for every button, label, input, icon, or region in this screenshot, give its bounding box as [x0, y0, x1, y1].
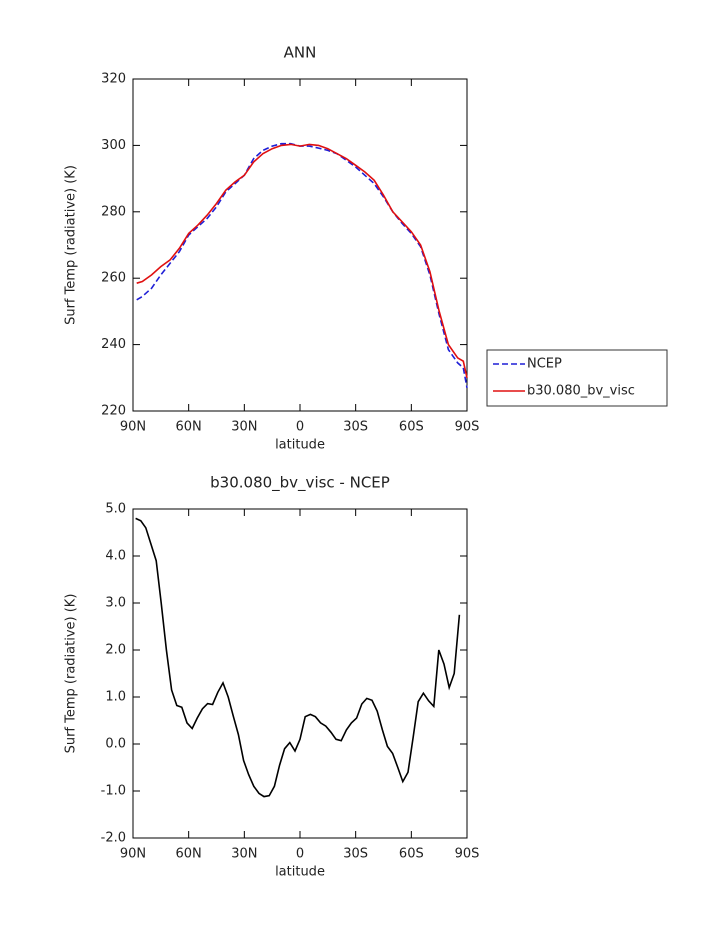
- y-tick-label: 240: [101, 337, 126, 352]
- line: [135, 517, 461, 798]
- x-tick-label: 30N: [231, 847, 257, 862]
- x-tick-label: 60S: [399, 420, 424, 435]
- y-tick-label: 4.0: [105, 549, 126, 564]
- x-tick-label: 60N: [176, 847, 202, 862]
- x-tick-label: 60N: [176, 420, 202, 435]
- series-line: [136, 142, 468, 388]
- y-tick-label: 300: [101, 138, 126, 153]
- x-tick-label: 0: [296, 420, 304, 435]
- y-tick-label: 1.0: [105, 690, 126, 705]
- y-tick-label: 2.0: [105, 643, 126, 658]
- x-tick-label: 90S: [455, 847, 480, 862]
- x-tick-label: 90N: [120, 420, 146, 435]
- legend-label: b30.080_bv_visc: [527, 384, 635, 399]
- y-axis-label: Surf Temp (radiative) (K): [64, 165, 79, 325]
- y-tick-label: 0.0: [105, 737, 126, 752]
- chart-title: ANN: [284, 44, 317, 62]
- plot-frame: [132, 78, 468, 412]
- y-tick-label: -1.0: [101, 784, 126, 799]
- plot-frame: [132, 508, 468, 839]
- x-tick-label: 0: [296, 847, 304, 862]
- x-axis-label: latitude: [275, 865, 325, 880]
- legend-label: NCEP: [527, 357, 562, 372]
- chart-title: b30.080_bv_visc - NCEP: [210, 474, 390, 493]
- y-tick-label: 280: [101, 204, 126, 219]
- y-tick-label: -2.0: [101, 831, 126, 846]
- x-axis-label: latitude: [275, 438, 325, 453]
- x-tick-label: 90S: [455, 420, 480, 435]
- y-tick-label: 3.0: [105, 596, 126, 611]
- y-tick-label: 260: [101, 271, 126, 286]
- y-axis-label: Surf Temp (radiative) (K): [64, 594, 79, 754]
- y-tick-label: 320: [101, 72, 126, 87]
- series-line: [136, 143, 468, 378]
- legend-box: [486, 349, 668, 407]
- y-tick-label: 5.0: [105, 502, 126, 517]
- x-tick-label: 90N: [120, 847, 146, 862]
- x-tick-label: 30N: [231, 420, 257, 435]
- y-tick-label: 220: [101, 404, 126, 419]
- x-tick-label: 60S: [399, 847, 424, 862]
- x-tick-label: 30S: [343, 420, 368, 435]
- x-tick-label: 30S: [343, 847, 368, 862]
